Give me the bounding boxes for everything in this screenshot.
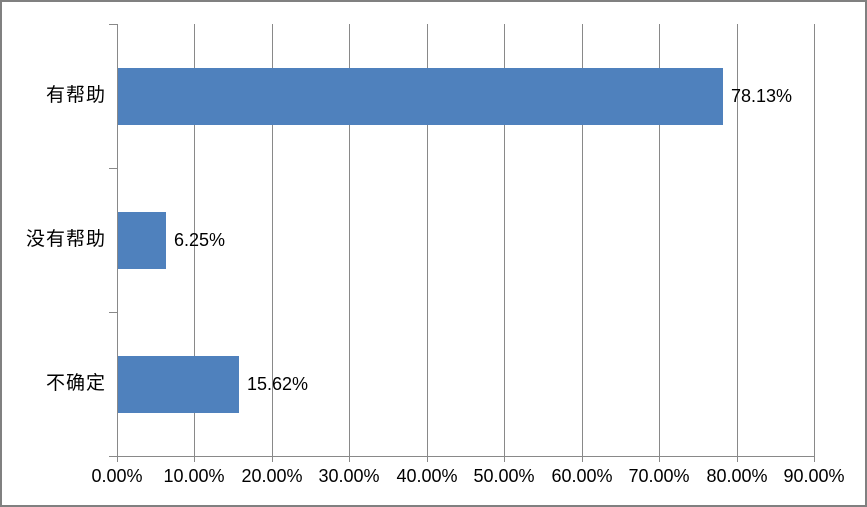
gridline [659, 24, 660, 456]
bar [118, 212, 166, 269]
x-axis-tick [349, 456, 350, 462]
x-axis-tick [194, 456, 195, 462]
bar [118, 68, 723, 125]
x-axis-tick [272, 456, 273, 462]
y-axis-line [117, 24, 118, 457]
category-label: 没有帮助 [25, 229, 106, 250]
y-axis-tick [109, 168, 117, 169]
x-tick-label: 0.00% [91, 466, 143, 486]
x-axis-tick [659, 456, 660, 462]
x-axis-line [109, 456, 815, 457]
y-axis-tick [109, 24, 117, 25]
x-axis-tick [427, 456, 428, 462]
x-axis-tick [582, 456, 583, 462]
gridline [504, 24, 505, 456]
gridline [582, 24, 583, 456]
x-tick-label: 20.00% [241, 466, 303, 486]
gridline [272, 24, 273, 456]
x-tick-label: 70.00% [628, 466, 690, 486]
y-axis-tick [109, 312, 117, 313]
gridline [427, 24, 428, 456]
x-tick-label: 10.00% [163, 466, 225, 486]
gridline [349, 24, 350, 456]
x-tick-label: 40.00% [396, 466, 458, 486]
data-label: 6.25% [174, 230, 226, 250]
gridline [814, 24, 815, 456]
gridline [737, 24, 738, 456]
x-axis-tick [737, 456, 738, 462]
x-axis-tick [814, 456, 815, 462]
gridline [194, 24, 195, 456]
x-tick-label: 80.00% [706, 466, 768, 486]
x-tick-label: 30.00% [318, 466, 380, 486]
x-tick-label: 60.00% [551, 466, 613, 486]
x-tick-label: 50.00% [473, 466, 535, 486]
y-axis-tick [109, 456, 117, 457]
data-label: 15.62% [247, 374, 309, 394]
x-axis-tick [117, 456, 118, 462]
data-label: 78.13% [731, 86, 793, 106]
category-label: 不确定 [45, 373, 106, 394]
x-axis-tick [504, 456, 505, 462]
x-tick-label: 90.00% [783, 466, 845, 486]
category-label: 有帮助 [45, 85, 106, 106]
bar [118, 356, 239, 413]
